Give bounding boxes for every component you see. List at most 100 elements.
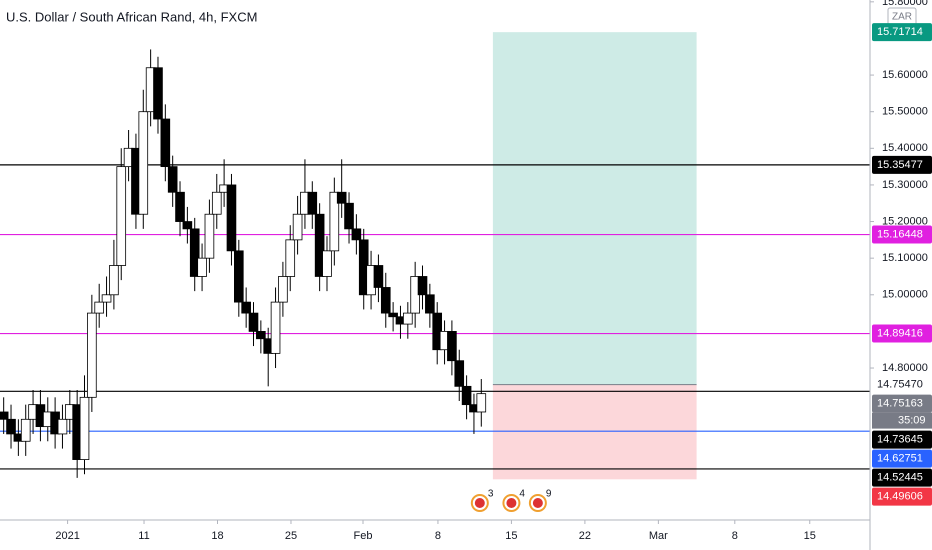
- x-tick-label: 11: [138, 530, 149, 542]
- candle: [160, 104, 171, 182]
- candle: [256, 320, 266, 354]
- candle: [182, 206, 193, 244]
- y-tick-label: 14.80000: [882, 362, 928, 374]
- candle-body: [344, 202, 354, 230]
- event-count: 4: [519, 489, 525, 500]
- price-label: 14.75163: [877, 398, 923, 410]
- candle-body: [322, 250, 332, 277]
- price-label: 15.35477: [877, 159, 923, 171]
- price-label-box: [872, 225, 932, 244]
- price-label: 14.73645: [877, 434, 923, 446]
- event-flag: [474, 498, 485, 508]
- candle-body: [329, 191, 340, 252]
- event-count: 9: [546, 489, 552, 500]
- candle: [234, 239, 244, 317]
- candle-body: [101, 294, 112, 303]
- candle-body: [234, 250, 244, 303]
- price-label-box: [872, 375, 932, 394]
- candle-body: [447, 331, 457, 362]
- price-label-box: [872, 394, 932, 413]
- candle: [454, 349, 465, 401]
- candle: [285, 225, 296, 292]
- candle-body: [116, 166, 127, 266]
- y-tick-label: 15.30000: [882, 179, 928, 191]
- candle-body: [182, 221, 193, 230]
- candle-body: [278, 276, 288, 303]
- candle: [57, 404, 68, 449]
- candle-body: [307, 191, 318, 215]
- candle: [175, 181, 185, 237]
- candle-body: [189, 228, 200, 277]
- candle-body: [79, 396, 90, 460]
- event-flag: [506, 498, 517, 508]
- x-tick-label: Feb: [354, 530, 373, 542]
- candle: [380, 272, 391, 328]
- candle: [101, 276, 112, 317]
- candle-body: [403, 312, 413, 325]
- candle-body: [292, 213, 303, 241]
- chart-title: U.S. Dollar / South African Rand, 4h, FX…: [6, 9, 257, 24]
- x-tick-label: 18: [211, 530, 223, 542]
- candle: [211, 173, 222, 229]
- candle-body: [461, 385, 472, 406]
- candle: [344, 192, 354, 244]
- candle: [388, 302, 398, 332]
- price-label: 15.71714: [877, 26, 923, 38]
- candle-body: [0, 411, 9, 420]
- candle-body: [476, 393, 487, 413]
- candle: [94, 283, 105, 328]
- y-tick-label: 15.80000: [882, 0, 928, 8]
- x-tick-label: 8: [435, 530, 441, 542]
- price-label-box: [872, 23, 932, 42]
- candle: [447, 320, 457, 376]
- candle: [0, 397, 9, 434]
- candle: [307, 181, 318, 229]
- candle-body: [6, 418, 16, 435]
- y-tick-label: 15.20000: [882, 215, 928, 227]
- loss-zone: [492, 384, 697, 480]
- candle: [87, 294, 97, 412]
- candle-body: [109, 265, 119, 296]
- candle-body: [197, 257, 207, 277]
- candle-body: [211, 191, 222, 215]
- candle-body: [336, 191, 347, 204]
- price-label: 14.89416: [877, 327, 923, 339]
- candle: [270, 287, 281, 369]
- event-count: 3: [488, 489, 494, 500]
- candle: [476, 379, 487, 427]
- candle-body: [373, 265, 384, 288]
- candle-body: [380, 287, 391, 314]
- candle-body: [138, 111, 149, 215]
- candle-body: [167, 166, 178, 193]
- candle: [373, 254, 384, 303]
- y-tick-label: 15.00000: [882, 289, 928, 301]
- candle: [189, 217, 200, 292]
- event-flag: [532, 498, 543, 508]
- x-tick-label: 15: [505, 530, 517, 542]
- candle: [197, 243, 207, 292]
- candle: [167, 155, 178, 207]
- price-label-box: [872, 487, 932, 506]
- candle: [322, 236, 332, 292]
- candle: [153, 56, 163, 134]
- candle-body: [314, 213, 325, 277]
- price-label: 14.49606: [877, 491, 923, 503]
- price-label: 15.16448: [877, 228, 923, 240]
- x-tick-label: Mar: [649, 530, 668, 542]
- candle-body: [256, 331, 266, 340]
- candle: [79, 375, 90, 475]
- price-label-box: [872, 324, 932, 343]
- price-label: 14.75470: [877, 379, 923, 391]
- candle: [138, 89, 149, 229]
- countdown: 35:09: [898, 415, 926, 427]
- x-tick-label: 22: [579, 530, 591, 542]
- x-tick-label: 8: [732, 530, 738, 542]
- candle-body: [425, 294, 435, 314]
- candle-body: [204, 213, 215, 259]
- candle: [461, 375, 472, 420]
- candle-body: [270, 301, 281, 354]
- candle: [6, 404, 16, 449]
- candle: [204, 199, 215, 273]
